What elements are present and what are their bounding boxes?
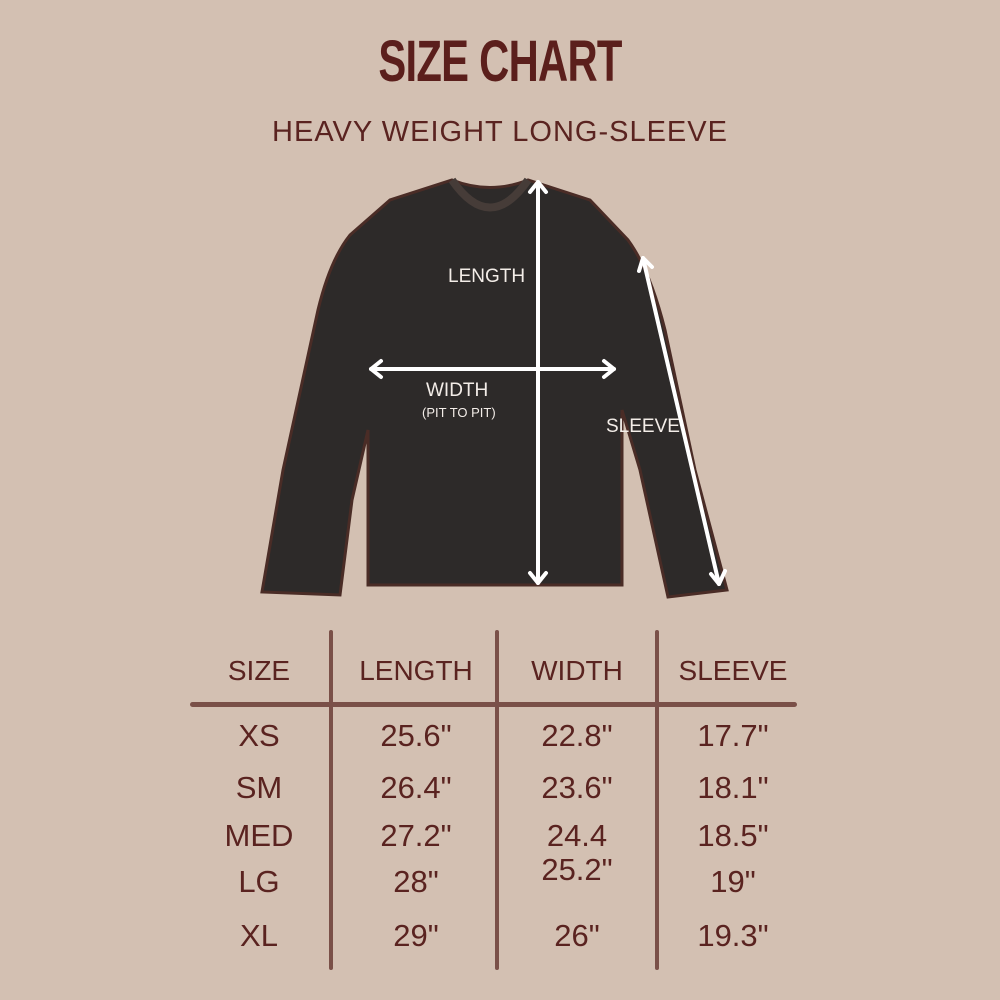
measurement-cell: 19" bbox=[710, 864, 756, 899]
width-label: WIDTH bbox=[426, 380, 489, 401]
column-header: WIDTH bbox=[531, 655, 623, 686]
sleeve-arrow bbox=[641, 256, 721, 586]
measurement-cell: 18.5" bbox=[697, 818, 769, 853]
size-cell: SM bbox=[235, 770, 283, 805]
measurement-cell: 26" bbox=[554, 918, 600, 953]
page-title: SIZE CHART bbox=[378, 29, 622, 94]
measurement-cell: 28" bbox=[393, 864, 439, 899]
column-divider bbox=[495, 630, 499, 970]
column-divider bbox=[655, 630, 659, 970]
size-cell: MED bbox=[224, 818, 294, 853]
measurement-cell: 17.7" bbox=[697, 718, 769, 753]
measurement-cell: 25.2" bbox=[541, 852, 613, 887]
subtitle: HEAVY WEIGHT LONG-SLEEVE bbox=[272, 116, 728, 148]
measurement-cell: 22.8" bbox=[541, 718, 613, 753]
measurement-cell: 23.6" bbox=[541, 770, 613, 805]
column-header: SIZE bbox=[227, 655, 291, 686]
measurement-cell: 25.6" bbox=[380, 718, 452, 753]
collar bbox=[448, 177, 532, 212]
measurement-cell: 18.1" bbox=[697, 770, 769, 805]
length-label: LENGTH bbox=[448, 266, 526, 287]
size-cell: LG bbox=[238, 864, 280, 899]
measurement-cell: 26.4" bbox=[380, 770, 452, 805]
width-note: (PIT TO PIT) bbox=[422, 405, 496, 420]
header-rule bbox=[190, 702, 797, 707]
column-header: LENGTH bbox=[359, 655, 473, 686]
measurement-cell: 19.3" bbox=[697, 918, 769, 953]
measurement-cell: 27.2" bbox=[380, 818, 452, 853]
sleeve-label: SLEEVE bbox=[606, 416, 680, 437]
measurement-cell: 29" bbox=[393, 918, 439, 953]
size-cell: XS bbox=[238, 718, 280, 753]
column-header: SLEEVE bbox=[678, 655, 788, 686]
measurement-cell: 24.4 bbox=[546, 818, 608, 853]
size-cell: XL bbox=[240, 918, 278, 953]
garment-shape bbox=[260, 178, 729, 599]
column-divider bbox=[329, 630, 333, 970]
